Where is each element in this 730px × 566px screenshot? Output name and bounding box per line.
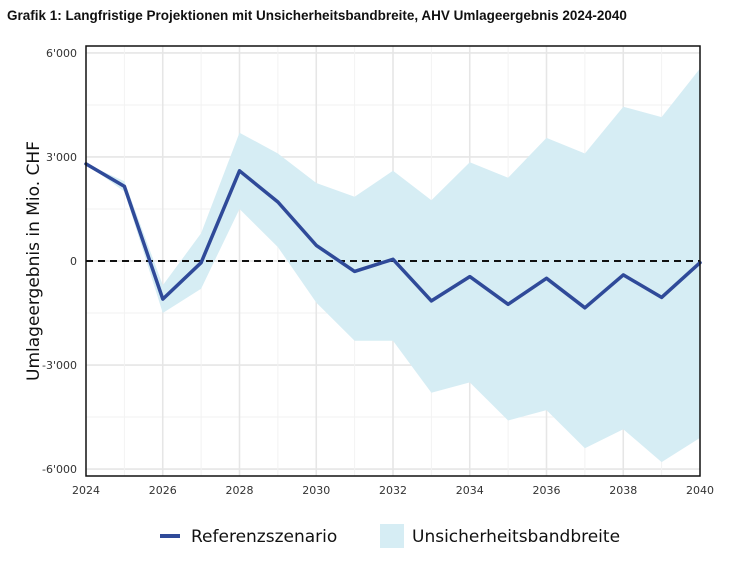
x-tick-label: 2026 bbox=[149, 484, 177, 497]
x-tick-label: 2030 bbox=[302, 484, 330, 497]
legend-band-swatch bbox=[380, 524, 404, 548]
series-lines bbox=[84, 162, 702, 310]
y-tick-label: -6'000 bbox=[42, 463, 77, 476]
x-tick-label: 2034 bbox=[456, 484, 484, 497]
x-tick-label: 2040 bbox=[686, 484, 714, 497]
x-tick-label: 2036 bbox=[533, 484, 561, 497]
x-tick-label: 2032 bbox=[379, 484, 407, 497]
legend-label-referenzszenario: Referenzszenario bbox=[191, 527, 337, 547]
y-axis-ticks: -6'000 -3'000 0 3'000 6'000 bbox=[42, 47, 77, 476]
y-tick-label: 3'000 bbox=[46, 151, 77, 164]
x-tick-label: 2028 bbox=[226, 484, 254, 497]
y-tick-label: 6'000 bbox=[46, 47, 77, 60]
plot-frame bbox=[85, 45, 701, 477]
x-tick-label: 2038 bbox=[609, 484, 637, 497]
y-tick-label: -3'000 bbox=[42, 359, 77, 372]
x-axis-ticks: 2024 2026 2028 2030 2032 2034 2036 2038 2040 bbox=[72, 484, 714, 497]
y-axis-label: Umlageergebnis in Mio. CHF bbox=[24, 141, 44, 381]
uncertainty-band-area bbox=[86, 68, 700, 463]
x-tick-label: 2024 bbox=[72, 484, 100, 497]
y-tick-label: 0 bbox=[70, 255, 77, 268]
uncertainty-band bbox=[86, 68, 700, 463]
chart-title: Grafik 1: Langfristige Projektionen mit … bbox=[7, 8, 627, 23]
legend: Referenzszenario Unsicherheitsbandbreite bbox=[160, 524, 620, 548]
referenzszenario-line bbox=[84, 162, 702, 310]
legend-label-unsicherheitsbandbreite: Unsicherheitsbandbreite bbox=[412, 527, 620, 547]
